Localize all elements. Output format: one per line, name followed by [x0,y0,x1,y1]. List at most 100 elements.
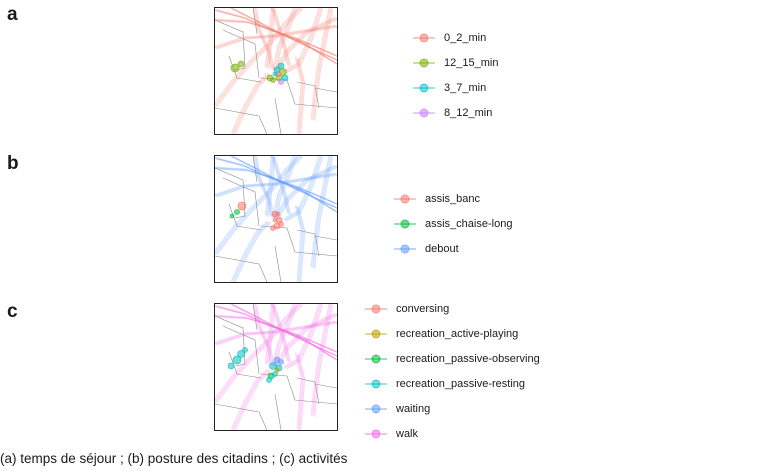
legend-key-point [400,219,410,229]
trajectory-line [274,156,296,219]
trajectory-line [230,220,268,282]
trajectory-line [229,304,336,356]
observation-point [278,79,284,85]
building-outline [215,315,246,367]
trajectory-line [273,156,292,215]
legend-key-point [419,83,429,93]
legend-key-icon [413,58,435,68]
trajectory-line [215,8,336,56]
trajectory-line [296,57,304,134]
trajectory-line [272,156,294,218]
building-outline [222,29,260,79]
observation-point [234,209,240,215]
trajectory-line [232,369,270,430]
trajectory-line [270,156,289,214]
trajectory-line [294,57,303,134]
trajectory-line [273,8,292,67]
building-outline [252,156,258,183]
building-outline [274,393,282,430]
trajectory-line [216,26,337,50]
building-outline [314,87,337,93]
trajectory-line [313,304,334,417]
legend-key-point [400,194,410,204]
trajectory-line [310,304,330,416]
legend-key-point [371,354,381,364]
legend-key-icon [365,304,387,314]
legend-label: debout [425,243,459,255]
trajectory-line [215,172,336,196]
trajectory-line [216,306,337,353]
legend-key-point [419,33,429,43]
observation-point [227,362,235,370]
trajectory-line [229,8,336,60]
trajectory-line [254,8,274,71]
observation-point [275,211,281,217]
trajectory-line [313,156,334,269]
trajectory-line [232,221,270,282]
trajectory-line [215,321,337,345]
trajectory-line [277,314,337,368]
building-outline [215,255,268,282]
trajectory-line [286,8,324,74]
legend-key-icon [413,83,435,93]
trajectory-line [216,316,337,361]
trajectory-line [254,304,274,367]
observation-point [278,359,284,365]
trajectory-line [294,205,303,282]
legend-key-point [400,244,410,254]
observation-point [237,201,247,211]
trajectory-line [297,354,306,430]
observation-point [230,63,240,73]
trajectory-line [284,156,322,221]
trajectory-line [215,8,300,105]
trajectory-line [255,156,276,219]
trajectory-line [272,8,290,67]
panel-label-c: c [7,301,18,322]
trajectory-line [266,8,274,69]
legend-key-point [371,404,381,414]
trajectory-line [215,156,302,255]
trajectory-line [215,166,336,212]
legend-key-icon [365,404,387,414]
trajectory-line [275,156,298,219]
legend-label: 0_2_min [444,32,487,44]
trajectory-line [297,58,306,134]
trajectory-line [216,20,337,65]
trajectory-line [215,173,337,197]
trajectory-line [297,206,306,282]
trajectory-line [284,304,322,369]
trajectory-line [274,304,296,367]
trajectory-line [230,72,268,134]
legend-label: recreation_active-playing [396,328,519,340]
trajectory-line [313,8,334,121]
trajectory-map-a [215,8,337,134]
legend-key-icon [394,244,416,254]
trajectory-line [274,164,336,218]
trajectory-line [216,10,337,57]
trajectory-line [267,304,276,365]
trajectory-line [215,304,300,401]
trajectory-line [312,156,332,269]
trajectory-line [270,304,289,362]
trajectory-line [230,156,337,209]
trajectory-line [272,8,294,70]
legend-key-icon [413,108,435,118]
trajectory-line [274,16,336,70]
legend-key-point [419,108,429,118]
observation-point [266,74,274,82]
legend-key-point [419,58,429,68]
trajectory-line [215,315,337,361]
legend-key-icon [365,354,387,364]
panel-label-a: a [7,4,18,25]
trajectory-line [215,314,336,360]
trajectory-line [216,304,304,404]
trajectory-line [275,304,298,367]
trajectory-line [294,353,303,430]
legend-key-icon [413,33,435,43]
building-outline [296,377,320,405]
trajectory-line [234,370,272,430]
legend-label: conversing [396,303,450,315]
figure-caption: (a) temps de séjour ; (b) posture des ci… [0,451,348,466]
trajectory-line [284,8,322,73]
building-outline [215,167,246,219]
